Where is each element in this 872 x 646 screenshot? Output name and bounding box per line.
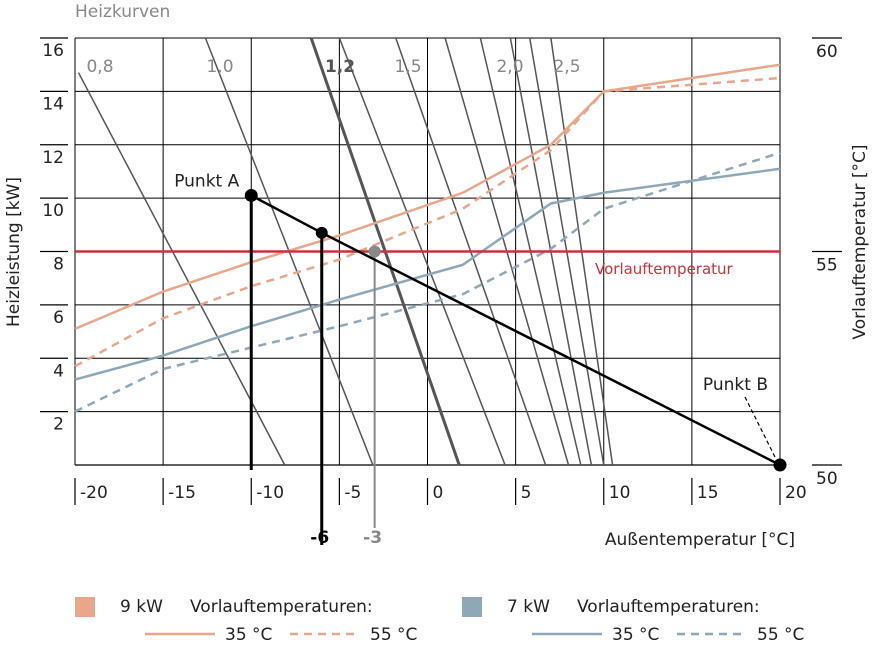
point-dot [773, 458, 787, 472]
y-tick-label: 10 [42, 201, 64, 221]
legend-swatch [462, 597, 482, 617]
point-label: Punkt B [703, 375, 768, 395]
x-tick-label: -5 [344, 483, 361, 503]
y-tick-label: 16 [42, 41, 64, 61]
y-tick-label: 6 [53, 308, 64, 328]
x-tick-label: 15 [697, 483, 719, 503]
legend-group-label: 7 kW [507, 597, 550, 617]
reference-label: Vorlauftemperatur [595, 260, 734, 278]
series-line [74, 151, 781, 413]
x-tick-label: 10 [609, 483, 631, 503]
y2-tick-label: 55 [816, 256, 838, 276]
curve-label: 1,0 [206, 57, 233, 77]
legend-label: 35 °C [225, 625, 272, 645]
heating-curve [77, 72, 286, 466]
x-tick-label: 0 [433, 483, 444, 503]
y-tick-label: 2 [53, 415, 64, 435]
curve-label: 2,5 [553, 57, 580, 77]
legend-heading: Vorlauftemperaturen: [190, 597, 373, 617]
chart-title: Heizkurven [75, 2, 170, 22]
y-tick-label: 12 [42, 148, 64, 168]
x-tick-label: 5 [521, 483, 532, 503]
curve-label: 1,2 [325, 57, 355, 77]
x-tick-label: -15 [168, 483, 196, 503]
y-tick-label: 8 [53, 255, 64, 275]
marker-dot [368, 245, 381, 258]
y2-axis-label: Vorlauftemperatur [°C] [850, 144, 870, 339]
leader-line [744, 396, 777, 460]
legend-group-label: 9 kW [120, 597, 163, 617]
point-dot [244, 188, 258, 202]
series-line [74, 167, 781, 381]
y2-tick-label: 50 [816, 469, 838, 489]
curve-label: 2,0 [496, 57, 523, 77]
curve-label: 1,5 [394, 57, 421, 77]
x-tick-label: 20 [785, 483, 807, 503]
legend-label: 55 °C [370, 625, 417, 645]
y2-tick-label: 60 [816, 42, 838, 62]
curve-label: 0,8 [86, 57, 113, 77]
legend-heading: Vorlauftemperaturen: [577, 597, 760, 617]
y-axis-label: Heizleistung [kW] [4, 177, 24, 327]
point-label: Punkt A [174, 171, 239, 191]
series-line [74, 76, 781, 368]
marker-dot [315, 226, 328, 239]
x-marker-label: -3 [363, 528, 382, 548]
legend-swatch [75, 597, 95, 617]
x-tick-label: -20 [80, 483, 108, 503]
legend-label: 35 °C [612, 625, 659, 645]
y-tick-label: 14 [42, 94, 64, 114]
x-marker-label: -6 [310, 528, 329, 548]
x-tick-label: -10 [256, 483, 284, 503]
legend-label: 55 °C [757, 625, 804, 645]
y-tick-label: 4 [53, 361, 64, 381]
x-axis-label: Außentemperatur [°C] [605, 530, 795, 550]
